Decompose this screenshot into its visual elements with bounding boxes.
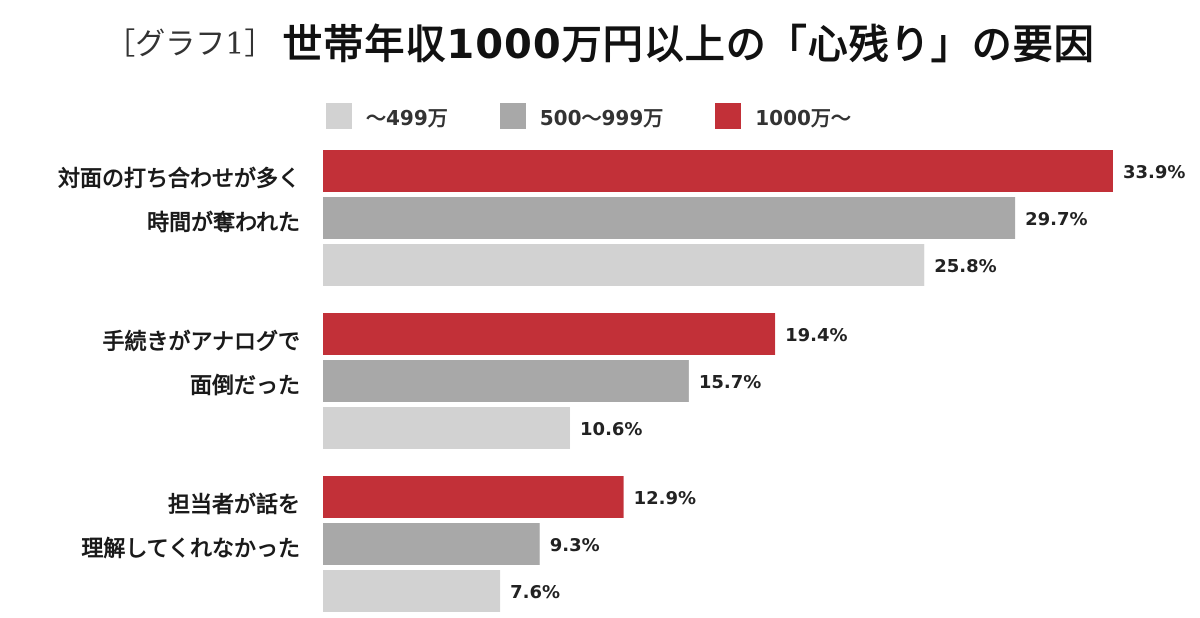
data-label: 15.7% xyxy=(699,372,761,393)
category-label: 対面の打ち合わせが多く xyxy=(58,166,300,192)
data-label: 7.6% xyxy=(510,582,560,603)
bar xyxy=(323,313,776,355)
bar xyxy=(323,244,925,286)
category-label: 担当者が話を xyxy=(168,492,300,518)
data-label: 9.3% xyxy=(550,535,600,556)
chart-title-main: 世帯年収1000万円以上の「心残り」の要因 xyxy=(282,22,1095,68)
data-label: 29.7% xyxy=(1025,209,1087,230)
chart-title: ［グラフ1］ 世帯年収1000万円以上の「心残り」の要因 xyxy=(0,12,1200,70)
bar xyxy=(323,360,689,402)
legend-swatch-mid xyxy=(499,103,526,129)
legend-label-high: 1000万〜 xyxy=(755,105,851,130)
bar xyxy=(323,407,571,449)
data-label: 33.9% xyxy=(1123,162,1185,183)
chart-title-prefix: ［グラフ1］ xyxy=(105,27,275,62)
data-label: 25.8% xyxy=(934,256,996,277)
legend-item-mid: 500〜999万 xyxy=(499,102,664,131)
legend-item-high: 1000万〜 xyxy=(715,102,851,131)
legend-item-low: 〜499万 xyxy=(326,102,448,131)
legend-label-mid: 500〜999万 xyxy=(539,105,664,130)
bar xyxy=(323,523,540,565)
legend: 〜499万 500〜999万 1000万〜 xyxy=(326,98,903,134)
category-label: 時間が奪われた xyxy=(147,210,300,236)
legend-swatch-low xyxy=(326,103,352,129)
data-label: 12.9% xyxy=(634,488,696,509)
category-label: 理解してくれなかった xyxy=(81,536,300,562)
bar xyxy=(323,476,624,518)
category-label: 手続きがアナログで xyxy=(102,329,300,355)
legend-swatch-high xyxy=(715,103,742,129)
category-label: 面倒だった xyxy=(190,374,300,399)
data-label: 10.6% xyxy=(580,419,642,440)
bar xyxy=(323,150,1113,192)
data-label: 19.4% xyxy=(785,325,847,346)
bar xyxy=(323,197,1016,239)
bar xyxy=(323,570,501,612)
legend-label-low: 〜499万 xyxy=(366,105,448,130)
